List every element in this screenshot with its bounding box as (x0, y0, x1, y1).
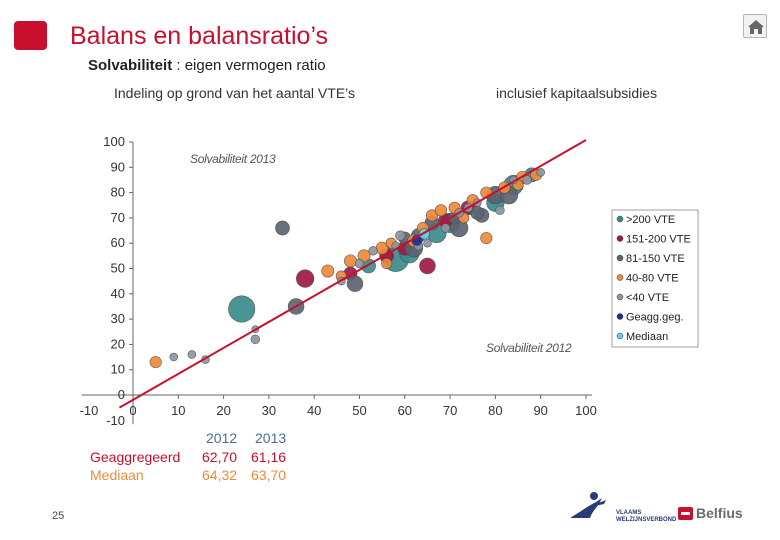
x-tick-label: 10 (171, 403, 185, 418)
stats-header-2013: 2013 (255, 430, 287, 446)
x-tick-label: 100 (575, 403, 597, 418)
x-tick-label: 80 (488, 403, 502, 418)
data-point (423, 238, 432, 248)
y-tick-label: 90 (111, 159, 125, 174)
stats-cell: 61,16 (251, 449, 287, 465)
data-point (321, 264, 335, 278)
stats-header-2012: 2012 (206, 430, 238, 446)
x-tick-label: 90 (533, 403, 547, 418)
data-point (149, 356, 162, 369)
subtitle-bold: Solvabiliteit (88, 57, 173, 74)
belfius-mark-icon (678, 507, 693, 520)
legend-label: Geagg.geg. (626, 312, 684, 324)
legend-swatch (616, 254, 624, 262)
y-tick-label: 40 (111, 286, 125, 301)
legend-swatch (616, 313, 624, 320)
legend-swatch (616, 274, 624, 281)
y-tick-label: 50 (111, 261, 125, 276)
x-tick-label: 0 (129, 403, 136, 418)
data-point (346, 275, 364, 292)
legend-box (611, 209, 699, 348)
y-tick-label: 60 (111, 235, 125, 250)
stats-cell: 62,70 (202, 449, 238, 465)
data-point (425, 209, 439, 222)
data-point (275, 220, 290, 236)
slide-subtitle: Solvabiliteit : eigen vermogen ratio (88, 57, 326, 74)
stats-row-label: Geaggregeerd (90, 449, 181, 465)
data-point (480, 232, 493, 245)
x-tick-label: -10 (80, 403, 99, 418)
y-tick-label: 10 (111, 362, 125, 377)
legend-label: 151-200 VTE (626, 234, 691, 246)
data-point (536, 168, 545, 177)
data-point (343, 254, 357, 268)
legend-label: <40 VTE (626, 292, 669, 304)
data-point (368, 246, 378, 256)
x-tick-label: 50 (352, 403, 366, 418)
legend-swatch (616, 235, 624, 242)
data-point (354, 258, 365, 269)
legend-swatch (616, 293, 624, 301)
y-tick-label: 100 (103, 134, 125, 149)
vlaams-logo (570, 492, 606, 518)
capital-text: inclusief kapitaalsubsidies (496, 85, 658, 101)
data-point (381, 257, 393, 270)
brand-square (14, 21, 47, 50)
page-number: 25 (52, 510, 65, 522)
subtitle-rest: : eigen vermogen ratio (176, 57, 326, 74)
legend-label: >200 VTE (626, 214, 675, 226)
y-tick-label: -10 (106, 413, 125, 428)
data-point (296, 269, 315, 288)
legend-label: 81-150 VTE (626, 253, 685, 265)
stats-cell: 63,70 (251, 467, 287, 483)
page-title: Balans en balansratio’s (70, 22, 329, 50)
home-icon-glyph (748, 20, 764, 34)
data-point (169, 352, 179, 362)
data-point (435, 204, 448, 217)
y-tick-label: 30 (111, 311, 125, 326)
x-tick-label: 60 (398, 403, 412, 418)
data-point (187, 350, 197, 359)
x-tick-label: 40 (307, 403, 321, 418)
stats-row-label: Mediaan (90, 467, 144, 483)
data-point (522, 175, 532, 185)
belfius-logo: Belfius (678, 505, 746, 525)
legend-label: 40-80 VTE (626, 273, 679, 285)
belfius-text: Belfius (696, 505, 743, 521)
data-point (495, 205, 505, 216)
reference-line (118, 139, 587, 409)
data-point (228, 295, 256, 323)
x-tick-label: 30 (262, 403, 276, 418)
y-tick-label: 70 (111, 210, 125, 225)
x-axis-title: Solvabiliteit 2012 (486, 341, 572, 355)
data-point (395, 230, 406, 241)
stats-cell: 64,32 (202, 467, 238, 483)
vlaams-text: VLAAMS WELZIJNSVERBOND (616, 510, 677, 523)
legend-label: Mediaan (626, 331, 668, 343)
data-point (440, 223, 451, 233)
data-point (357, 249, 371, 263)
data-point (419, 257, 436, 275)
y-tick-label: 0 (118, 387, 125, 402)
x-tick-label: 70 (443, 403, 457, 418)
y-tick-label: 80 (111, 185, 125, 200)
grouping-text: Indeling op grond van het aantal VTE’s (114, 85, 356, 101)
data-point (250, 334, 261, 345)
y-tick-label: 20 (111, 336, 125, 351)
legend-swatch (616, 332, 624, 340)
x-tick-label: 20 (216, 403, 230, 418)
home-icon[interactable] (743, 14, 767, 38)
legend-swatch (616, 215, 624, 223)
y-axis-title: Solvabiliteit 2013 (190, 152, 276, 166)
